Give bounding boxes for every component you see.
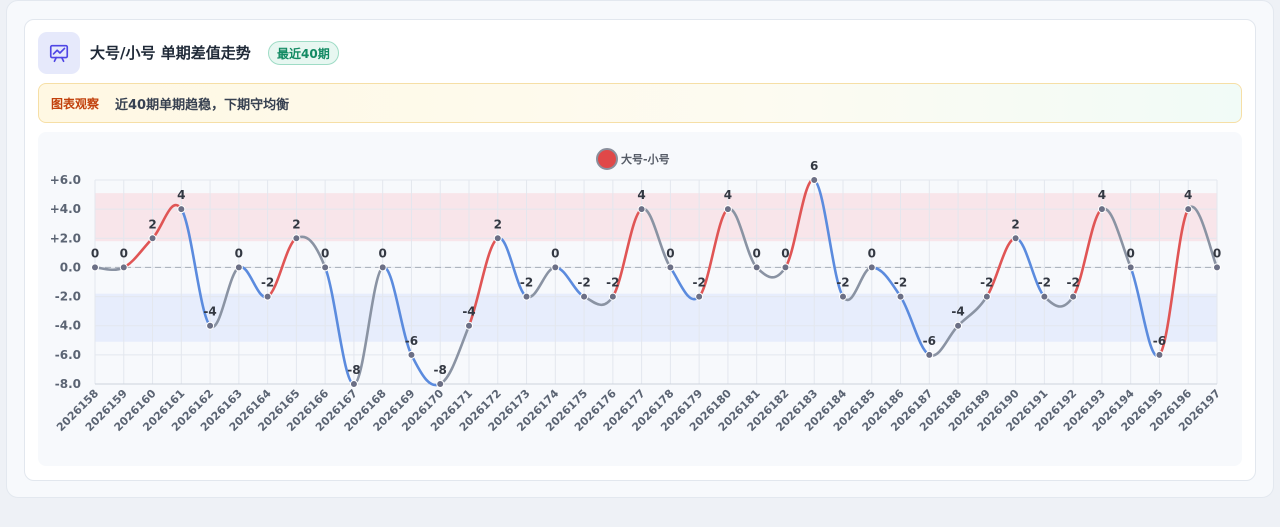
period-badge: 最近40期 [268,41,339,65]
observation-note: 图表观察 近40期单期趋稳，下期守均衡 [38,83,1242,123]
legend-marker [596,148,618,170]
plot-area [38,132,1242,466]
chart-icon [38,32,80,74]
chart-title: 大号/小号 单期差值走势 [90,44,251,62]
legend-label[interactable]: 大号-小号 [621,152,670,166]
observation-text: 近40期单期趋稳，下期守均衡 [115,98,290,113]
observation-tag: 图表观察 [51,97,100,111]
